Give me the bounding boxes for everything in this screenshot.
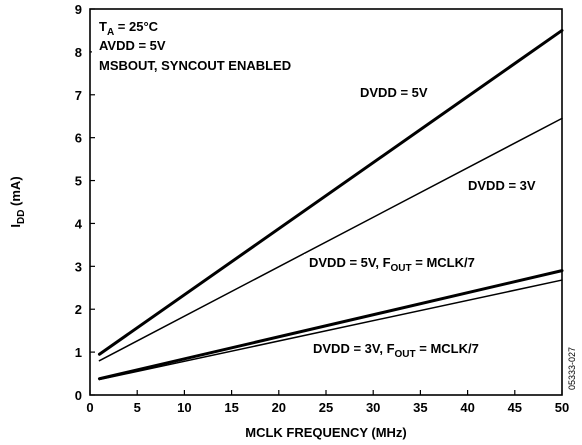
label-bg-s1 [463,176,557,194]
label-bg-s3 [308,340,506,360]
y-tick-label: 8 [75,45,82,60]
y-tick-label: 0 [75,388,82,403]
x-tick-label: 50 [555,400,569,415]
y-axis-title: IDD (mA) [8,176,27,227]
series-line-1 [98,117,563,362]
x-tick-label: 10 [177,400,191,415]
x-tick-label: 25 [319,400,333,415]
x-tick-label: 35 [413,400,427,415]
y-tick-label: 6 [75,131,82,146]
x-tick-label: 20 [272,400,286,415]
y-ticks: 0 1 2 3 4 5 6 7 8 9 [75,2,95,403]
series-line-2 [97,269,564,381]
x-tick-label: 45 [508,400,522,415]
label-bg-s2 [304,254,502,274]
y-tick-label: 9 [75,2,82,17]
x-tick-label: 0 [86,400,93,415]
series-label-dvdd-3v-fout: DVDD = 3V, FOUT = MCLK/7 [313,341,479,360]
y-tick-label: 7 [75,88,82,103]
y-tick-label: 3 [75,259,82,274]
series-line-0 [97,28,564,356]
y-tick-label: 1 [75,345,82,360]
series-label-dvdd-5v-fout: DVDD = 5V, FOUT = MCLK/7 [309,255,475,274]
x-tick-label: 15 [224,400,238,415]
label-bg-s0 [355,83,451,101]
x-tick-label: 40 [460,400,474,415]
conditions-avdd: AVDD = 5V [99,38,166,53]
conditions-enabled: MSBOUT, SYNCOUT ENABLED [99,58,291,73]
conditions-box [92,11,342,83]
x-axis-title: MCLK FREQUENCY (MHz) [245,425,407,440]
series-label-dvdd-5v: DVDD = 5V [360,85,428,100]
conditions-ta: TA = 25°C [99,19,159,38]
y-tick-label: 5 [75,174,82,189]
y-tick-label: 4 [75,216,83,231]
x-tick-label: 30 [366,400,380,415]
figure-id: 05333-027 [567,347,577,390]
x-tick-label: 5 [134,400,141,415]
series-line-3 [98,279,563,381]
y-tick-label: 2 [75,302,82,317]
series-label-dvdd-3v: DVDD = 3V [468,178,536,193]
series-layer [97,28,564,381]
x-ticks: 0 5 10 15 20 25 30 35 40 45 50 [86,390,569,415]
